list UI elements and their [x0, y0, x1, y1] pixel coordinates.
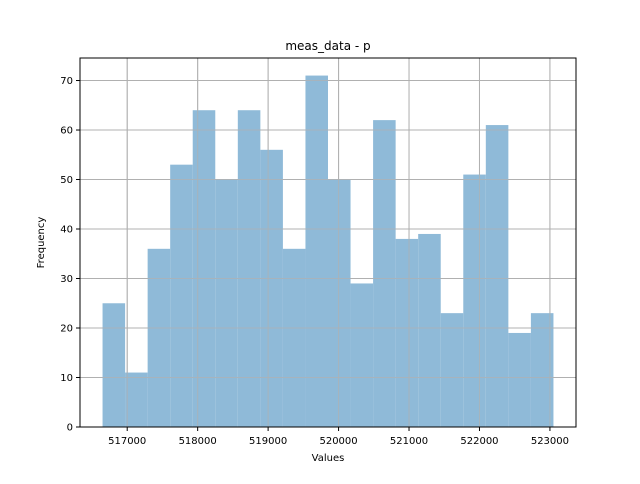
histogram-bar	[147, 248, 171, 427]
histogram-bar	[328, 179, 351, 427]
histogram-bars	[102, 75, 554, 428]
x-axis-ticks: 517000 518000 519000 520000 521000 522000 5230…	[108, 427, 569, 447]
x-tick-label: 519000	[249, 436, 287, 447]
y-axis-ticks: 0 10 20 30 40 50 60 70	[60, 76, 80, 434]
histogram-bar	[418, 233, 441, 427]
y-tick-label: 10	[60, 373, 73, 384]
y-tick-label: 40	[60, 225, 73, 236]
y-tick-label: 70	[60, 76, 73, 87]
grid-overlay	[80, 58, 576, 428]
histogram-bar	[282, 248, 306, 427]
x-tick-label: 520000	[319, 436, 357, 447]
x-tick-label: 522000	[460, 436, 498, 447]
histogram-bar	[192, 110, 216, 428]
x-axis-label: Values	[312, 453, 345, 464]
x-tick-label: 517000	[108, 436, 146, 447]
histogram-bar	[125, 372, 148, 427]
y-tick-label: 50	[60, 175, 73, 186]
histogram-bar	[508, 332, 531, 427]
histogram-bar	[373, 120, 396, 427]
x-tick-label: 521000	[390, 436, 428, 447]
histogram-bar	[440, 313, 464, 427]
y-tick-label: 20	[60, 324, 73, 335]
plot-frame	[79, 57, 577, 428]
histogram-bar	[102, 303, 126, 427]
y-tick-label: 60	[60, 126, 73, 137]
histogram-bar	[485, 125, 509, 427]
histogram-bar	[305, 75, 328, 428]
histogram-bar	[350, 283, 374, 427]
histogram-bar	[530, 313, 554, 427]
histogram-bar	[237, 110, 261, 428]
histogram-bar	[463, 174, 486, 427]
y-tick-label: 30	[60, 274, 73, 285]
histogram-bar	[215, 179, 238, 427]
y-tick-label: 0	[67, 423, 73, 434]
y-axis-label: Frequency	[36, 217, 47, 269]
histogram-bar	[170, 164, 193, 427]
x-tick-label: 518000	[179, 436, 217, 447]
histogram-bar	[395, 238, 419, 427]
histogram-bar	[260, 149, 283, 427]
x-tick-label: 523000	[531, 436, 569, 447]
chart-title: meas_data - p	[285, 39, 370, 53]
